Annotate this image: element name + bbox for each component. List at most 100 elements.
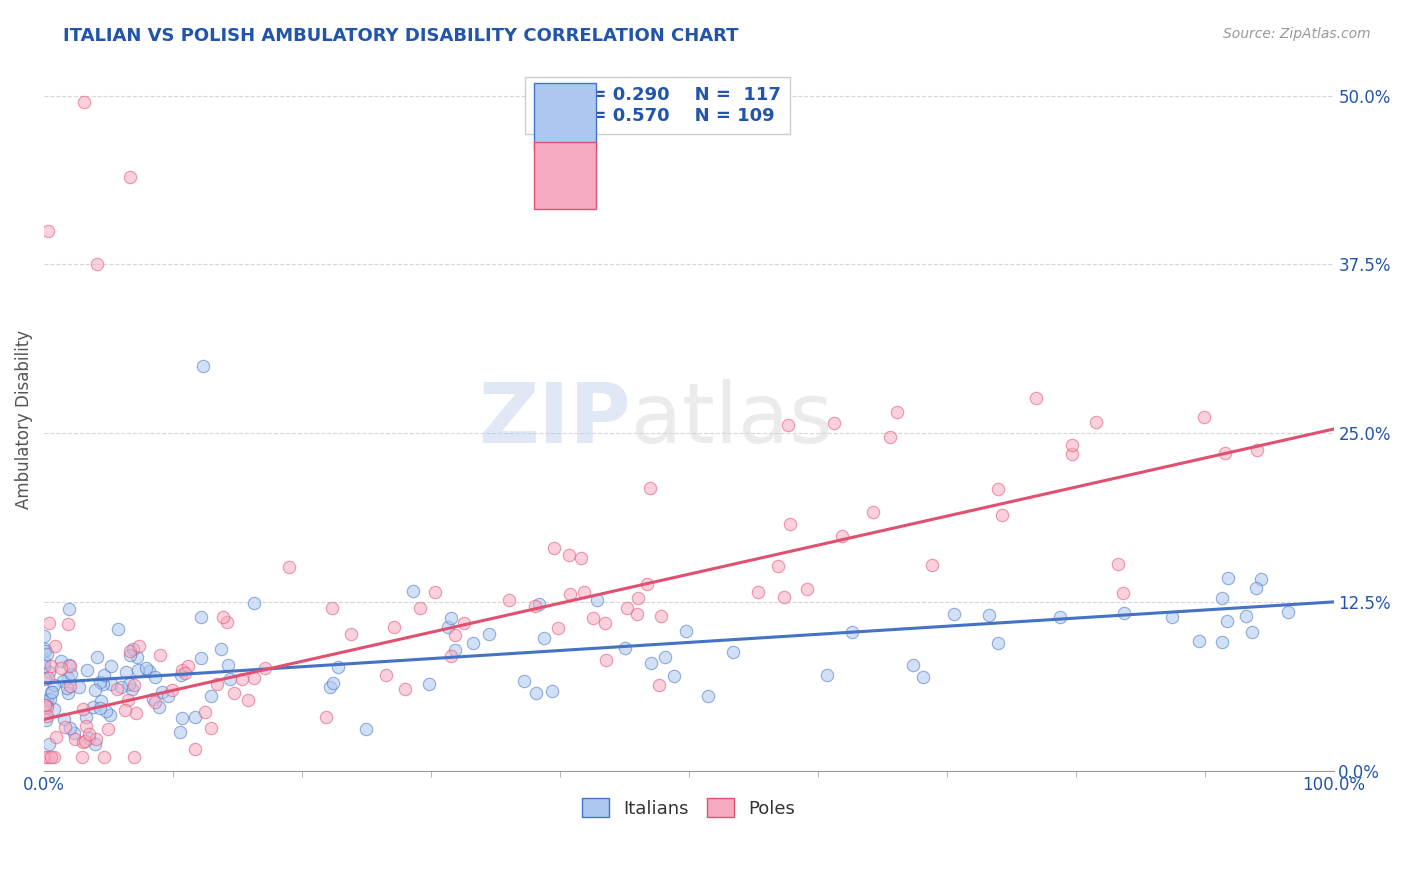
Point bbox=[39, 659, 62, 673]
Point bbox=[58, 658, 80, 673]
Point bbox=[150, 685, 173, 699]
Point bbox=[640, 482, 662, 496]
Point bbox=[1107, 558, 1129, 572]
Point bbox=[172, 663, 194, 677]
Point bbox=[253, 661, 276, 675]
Point bbox=[143, 695, 166, 709]
Point bbox=[90, 694, 112, 708]
Point bbox=[529, 597, 551, 611]
Point bbox=[37, 223, 59, 237]
Point bbox=[648, 678, 671, 692]
Point bbox=[443, 643, 465, 657]
Point bbox=[513, 673, 536, 688]
Text: atlas: atlas bbox=[631, 379, 832, 460]
Point bbox=[815, 667, 838, 681]
Point bbox=[160, 683, 183, 698]
Point bbox=[49, 660, 72, 674]
Point bbox=[1112, 586, 1135, 600]
Point bbox=[1211, 591, 1233, 606]
Point bbox=[174, 666, 197, 681]
Point bbox=[533, 632, 555, 646]
Point bbox=[35, 647, 58, 661]
Point bbox=[72, 701, 94, 715]
Point bbox=[76, 663, 98, 677]
Point bbox=[987, 482, 1010, 496]
Point bbox=[375, 668, 398, 682]
Point bbox=[75, 734, 97, 748]
FancyBboxPatch shape bbox=[534, 83, 596, 149]
Point bbox=[1084, 415, 1107, 429]
Point bbox=[440, 611, 463, 625]
Point bbox=[541, 684, 564, 698]
Point bbox=[105, 681, 128, 696]
Point bbox=[142, 692, 165, 706]
Point bbox=[76, 719, 98, 733]
Point bbox=[32, 629, 55, 643]
Point bbox=[184, 742, 207, 756]
Point bbox=[440, 648, 463, 663]
Point bbox=[901, 658, 924, 673]
FancyBboxPatch shape bbox=[534, 142, 596, 209]
Point bbox=[231, 673, 253, 687]
Point bbox=[138, 664, 160, 678]
Point bbox=[831, 529, 853, 543]
Point bbox=[662, 669, 685, 683]
Point bbox=[1250, 573, 1272, 587]
Point bbox=[921, 558, 943, 572]
Point bbox=[117, 692, 139, 706]
Point bbox=[56, 686, 79, 700]
Point bbox=[200, 721, 222, 735]
Point bbox=[39, 692, 62, 706]
Point bbox=[34, 698, 56, 712]
Point bbox=[44, 639, 66, 653]
Point bbox=[194, 705, 217, 719]
Point bbox=[776, 417, 799, 432]
Point bbox=[409, 601, 432, 615]
Point bbox=[34, 672, 56, 686]
Point bbox=[437, 620, 460, 634]
Point bbox=[73, 95, 96, 110]
Point bbox=[53, 720, 76, 734]
Point bbox=[63, 731, 86, 746]
Point bbox=[72, 735, 94, 749]
Point bbox=[190, 609, 212, 624]
Point bbox=[1060, 438, 1083, 452]
Point bbox=[356, 723, 378, 737]
Point bbox=[143, 670, 166, 684]
Point bbox=[86, 257, 108, 271]
Point bbox=[184, 710, 207, 724]
Point bbox=[1215, 446, 1237, 460]
Point bbox=[34, 642, 56, 657]
Point bbox=[627, 591, 650, 606]
Point bbox=[1049, 610, 1071, 624]
Point bbox=[35, 714, 58, 728]
Point bbox=[328, 660, 350, 674]
Point bbox=[478, 627, 501, 641]
Point bbox=[191, 359, 214, 373]
Point bbox=[86, 731, 108, 746]
Point bbox=[59, 679, 82, 693]
Point bbox=[498, 593, 520, 607]
Point bbox=[84, 682, 107, 697]
Point bbox=[35, 700, 58, 714]
Point bbox=[942, 607, 965, 622]
Point bbox=[911, 670, 934, 684]
Point bbox=[339, 627, 361, 641]
Point bbox=[59, 721, 82, 735]
Point bbox=[209, 642, 232, 657]
Point bbox=[219, 672, 242, 686]
Point bbox=[636, 576, 658, 591]
Point bbox=[990, 508, 1012, 522]
Point bbox=[886, 405, 908, 419]
Point bbox=[38, 737, 60, 751]
Point bbox=[98, 708, 121, 723]
Point bbox=[148, 648, 170, 663]
Point bbox=[127, 663, 149, 677]
Point bbox=[58, 601, 80, 615]
Point bbox=[418, 677, 440, 691]
Point bbox=[543, 541, 565, 556]
Point bbox=[595, 653, 617, 667]
Point bbox=[212, 610, 235, 624]
Point bbox=[1216, 614, 1239, 628]
Point bbox=[593, 616, 616, 631]
